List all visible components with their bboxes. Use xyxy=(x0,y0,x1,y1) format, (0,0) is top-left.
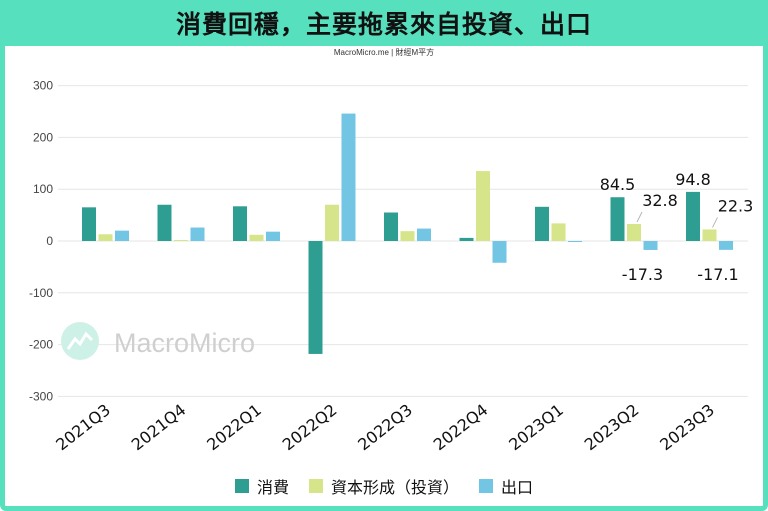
legend-swatch xyxy=(234,479,249,493)
bar xyxy=(115,230,129,241)
legend-item-exports: 出口 xyxy=(479,474,533,498)
bar xyxy=(82,207,96,241)
bar xyxy=(702,229,717,241)
legend-label: 出口 xyxy=(501,478,534,497)
bar xyxy=(341,113,356,241)
bar xyxy=(157,204,172,241)
x-tick-label: 2023Q1 xyxy=(505,400,567,454)
x-tick-label: 2022Q2 xyxy=(279,400,341,454)
x-tick-label: 2021Q3 xyxy=(52,400,114,454)
bar xyxy=(174,239,188,241)
macromicro-logo-icon xyxy=(61,322,99,360)
data-label: 32.8 xyxy=(642,191,678,210)
bar xyxy=(325,204,339,241)
x-tick-label: 2022Q4 xyxy=(430,400,492,454)
y-tick-label: 100 xyxy=(33,182,53,196)
grid-layer xyxy=(58,85,748,397)
bar xyxy=(384,212,398,241)
y-tick-label: -100 xyxy=(29,286,53,300)
data-label: 84.5 xyxy=(600,175,636,194)
x-tick-label: 2022Q3 xyxy=(354,400,416,454)
bar xyxy=(308,241,323,354)
data-labels: 84.5 32.8 -17.3 94.8 22.3 -17.1 xyxy=(600,170,754,284)
data-label: 22.3 xyxy=(718,196,754,215)
x-tick-label: 2021Q4 xyxy=(128,400,190,454)
y-tick-label: 200 xyxy=(33,130,53,144)
leader-line xyxy=(712,217,718,228)
data-label: -17.3 xyxy=(622,265,663,284)
bars xyxy=(82,113,733,354)
legend-swatch xyxy=(479,479,493,493)
bar xyxy=(568,241,582,242)
legend-item-consumption: 消費 xyxy=(234,474,289,498)
data-label: -17.1 xyxy=(697,265,738,284)
bar xyxy=(249,234,264,241)
bar xyxy=(535,206,549,241)
y-tick-label: -300 xyxy=(29,389,53,403)
y-axis: 300 200 100 0 -100 -200 -300 xyxy=(29,79,53,404)
bar xyxy=(492,241,507,263)
legend: 消費 資本形成（投資） 出口 xyxy=(0,474,768,498)
x-tick-label: 2023Q2 xyxy=(581,400,643,454)
bar xyxy=(233,206,247,241)
source-credit: MacroMicro.me | 財經M平方 xyxy=(333,48,435,57)
x-tick-label: 2022Q1 xyxy=(203,400,265,454)
bar xyxy=(190,227,205,241)
y-tick-label: 300 xyxy=(33,79,53,93)
legend-label: 消費 xyxy=(256,478,289,497)
x-tick-label: 2023Q3 xyxy=(656,400,718,454)
watermark: MacroMicro xyxy=(61,322,255,360)
bar xyxy=(551,223,566,241)
leader-line xyxy=(636,211,643,223)
bar xyxy=(627,224,641,241)
x-axis: 2021Q3 2021Q4 2022Q1 2022Q2 2022Q3 2022Q4 2023… xyxy=(52,400,718,454)
data-label: 94.8 xyxy=(675,170,711,189)
bar xyxy=(459,237,474,241)
bar xyxy=(686,191,700,241)
y-tick-label: 0 xyxy=(46,234,53,248)
bar xyxy=(400,231,415,241)
bar xyxy=(643,241,658,250)
chart-title: 消費回穩，主要拖累來自投資、出口 xyxy=(175,10,592,39)
title-bar: 消費回穩，主要拖累來自投資、出口 xyxy=(0,0,768,46)
legend-swatch xyxy=(308,479,323,493)
bar xyxy=(98,234,113,241)
bar xyxy=(417,228,431,241)
y-tick-label: -200 xyxy=(29,338,53,352)
bar xyxy=(476,171,490,241)
legend-label: 資本形成（投資） xyxy=(330,478,459,497)
bar xyxy=(610,197,625,241)
bar xyxy=(266,231,280,241)
legend-item-investment: 資本形成（投資） xyxy=(308,474,459,498)
watermark-text: MacroMicro xyxy=(114,328,255,358)
bar xyxy=(719,241,733,250)
